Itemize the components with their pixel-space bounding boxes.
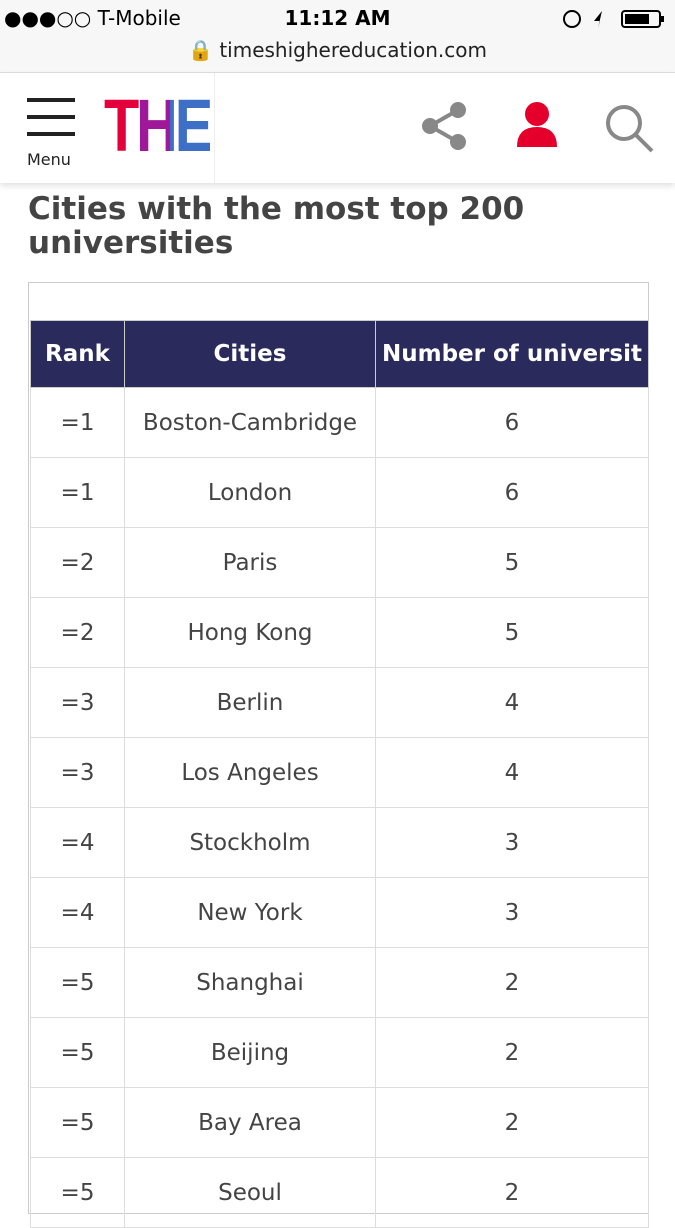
count-cell: 3 (375, 877, 649, 948)
count-cell: 3 (375, 807, 649, 878)
table-row: =5 Beijing 2 (30, 1017, 649, 1088)
browser-bar: ●●●○○ T-Mobile 11:12 AM 🔒 timeshigheredu… (0, 0, 675, 73)
menu-label[interactable]: Menu (27, 150, 71, 169)
table-row: =4 New York 3 (30, 877, 649, 948)
table-row: =1 Boston-Cambridge 6 (30, 387, 649, 458)
city-cell: Berlin (124, 667, 376, 738)
rank-cell: =5 (30, 1017, 125, 1088)
city-cell: Los Angeles (124, 737, 376, 808)
table-row: =2 Paris 5 (30, 527, 649, 598)
logo[interactable]: THE (104, 84, 213, 167)
table-row: =5 Seoul 2 (30, 1157, 649, 1228)
rank-cell: =3 (30, 667, 125, 738)
ranking-table: Rank Cities Number of universit =1 Boston-C… (30, 320, 649, 1228)
city-cell: New York (124, 877, 376, 948)
table-row: =2 Hong Kong 5 (30, 597, 649, 668)
city-cell: Boston-Cambridge (124, 387, 376, 458)
city-cell: Hong Kong (124, 597, 376, 668)
column-header[interactable]: Rank (30, 320, 125, 388)
count-cell: 4 (375, 667, 649, 738)
header-row: Rank Cities Number of universit (30, 320, 649, 388)
carrier: ●●●○○ T-Mobile (4, 6, 181, 30)
rank-cell: =5 (30, 1157, 125, 1228)
url[interactable]: 🔒 timeshighereducation.com (188, 38, 487, 62)
table-row: =3 Berlin 4 (30, 667, 649, 738)
column-header[interactable]: Cities (124, 320, 376, 388)
table-row: =3 Los Angeles 4 (30, 737, 649, 808)
count-cell: 6 (375, 387, 649, 458)
rank-cell: =5 (30, 947, 125, 1018)
city-cell: Bay Area (124, 1087, 376, 1158)
table-row: =5 Shanghai 2 (30, 947, 649, 1018)
count-cell: 2 (375, 1157, 649, 1228)
table-body: =1 Boston-Cambridge 6 =1 London 6 =2 Paris 5 =2 Ho… (30, 387, 649, 1228)
time: 11:12 AM (284, 6, 391, 30)
rank-cell: =4 (30, 807, 125, 878)
count-cell: 4 (375, 737, 649, 808)
rank-cell: =2 (30, 597, 125, 668)
status-icons (563, 10, 664, 28)
count-cell: 5 (375, 597, 649, 668)
column-header[interactable]: Number of universit (375, 320, 649, 388)
city-cell: Shanghai (124, 947, 376, 1018)
city-cell: Paris (124, 527, 376, 598)
table-row: =4 Stockholm 3 (30, 807, 649, 878)
city-cell: Beijing (124, 1017, 376, 1088)
rank-cell: =2 (30, 527, 125, 598)
rank-cell: =1 (30, 457, 125, 528)
count-cell: 2 (375, 1017, 649, 1088)
account-icon[interactable] (514, 101, 560, 149)
rank-cell: =1 (30, 387, 125, 458)
count-cell: 5 (375, 527, 649, 598)
count-cell: 2 (375, 1087, 649, 1158)
city-cell: London (124, 457, 376, 528)
menu-icon[interactable] (27, 98, 75, 138)
city-cell: Seoul (124, 1157, 376, 1228)
rank-cell: =5 (30, 1087, 125, 1158)
rank-cell: =3 (30, 737, 125, 808)
article-title: Cities with the most top 200 universitie… (28, 191, 525, 261)
count-cell: 2 (375, 947, 649, 1018)
table-row: =5 Bay Area 2 (30, 1087, 649, 1158)
city-cell: Stockholm (124, 807, 376, 878)
rank-cell: =4 (30, 877, 125, 948)
site-header: Menu THE (0, 73, 675, 183)
share-icon[interactable] (420, 101, 470, 151)
divider (214, 73, 215, 183)
count-cell: 6 (375, 457, 649, 528)
search-icon[interactable] (604, 103, 656, 155)
table-row: =1 London 6 (30, 457, 649, 528)
carrier-name: T-Mobile (97, 6, 181, 30)
url-text[interactable]: timeshighereducation.com (219, 38, 487, 62)
